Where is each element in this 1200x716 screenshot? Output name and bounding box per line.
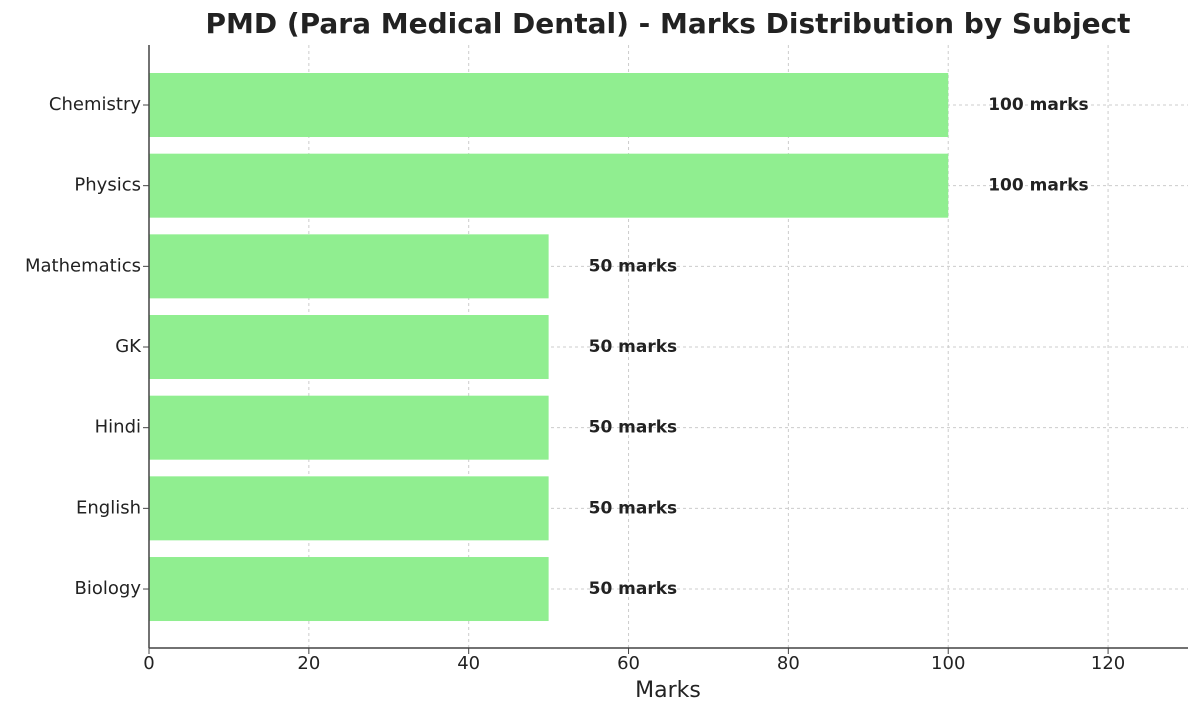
bar: [149, 73, 949, 137]
y-tick-label: English: [76, 497, 141, 518]
y-tick-label: Chemistry: [49, 94, 141, 115]
chart-title: PMD (Para Medical Dental) - Marks Distri…: [205, 7, 1130, 40]
value-label: 100 marks: [988, 95, 1088, 115]
bar: [149, 315, 549, 380]
bar: [149, 476, 549, 541]
bar: [149, 153, 949, 218]
y-tick-label: GK: [115, 336, 142, 357]
value-label: 50 marks: [589, 498, 678, 518]
x-tick-label: 60: [617, 653, 640, 674]
y-tick-label: Mathematics: [25, 255, 141, 276]
x-tick-label: 40: [457, 653, 480, 674]
x-tick-label: 0: [143, 653, 154, 674]
bar: [149, 395, 549, 460]
x-tick-label: 120: [1091, 653, 1125, 674]
y-tick-label: Biology: [75, 578, 142, 599]
y-tick-label: Physics: [74, 175, 141, 196]
value-label: 50 marks: [589, 256, 678, 276]
value-label: 50 marks: [589, 337, 678, 357]
y-tick-label: Hindi: [95, 417, 141, 438]
value-label: 50 marks: [589, 418, 678, 438]
x-tick-label: 100: [931, 653, 965, 674]
x-tick-label: 20: [297, 653, 320, 674]
bar: [149, 234, 549, 299]
plot: 100 marks 100 marks 50 marks 50 marks 50 mar…: [149, 73, 1089, 622]
x-axis-label: Marks: [635, 678, 701, 703]
bar: [149, 557, 549, 622]
grid: 0 20 40 60 80 100 120 Chemistry Physics Mathemati…: [25, 45, 1188, 674]
value-label: 50 marks: [589, 579, 678, 599]
value-label: 100 marks: [988, 176, 1088, 196]
x-tick-label: 80: [777, 653, 800, 674]
